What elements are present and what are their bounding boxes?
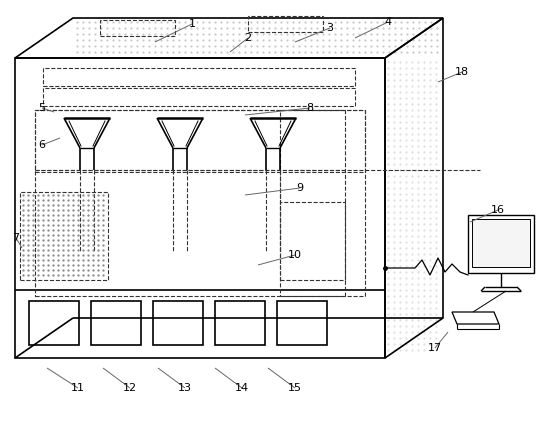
Bar <box>15 58 385 358</box>
Text: 10: 10 <box>288 250 302 260</box>
Text: 4: 4 <box>384 17 391 27</box>
Text: 7: 7 <box>12 233 19 243</box>
Text: 15: 15 <box>288 383 302 393</box>
Bar <box>468 215 534 273</box>
Text: 11: 11 <box>71 383 85 393</box>
Bar <box>280 110 345 296</box>
Bar <box>29 301 79 345</box>
Text: 12: 12 <box>123 383 137 393</box>
Bar <box>248 16 323 32</box>
Text: 18: 18 <box>455 67 469 77</box>
Text: 3: 3 <box>326 23 334 33</box>
Bar <box>100 20 175 36</box>
Bar <box>43 68 355 86</box>
Bar <box>280 202 345 280</box>
Text: 2: 2 <box>245 33 251 43</box>
Text: 14: 14 <box>235 383 249 393</box>
Text: 16: 16 <box>491 205 505 215</box>
Text: 9: 9 <box>296 183 304 193</box>
Bar <box>472 219 530 267</box>
Text: 8: 8 <box>306 103 314 113</box>
Text: 1: 1 <box>188 19 196 29</box>
Bar <box>277 301 327 345</box>
Text: 5: 5 <box>38 103 46 113</box>
Bar <box>35 110 365 296</box>
Bar <box>91 301 141 345</box>
Text: 13: 13 <box>178 383 192 393</box>
Bar <box>215 301 265 345</box>
Bar <box>20 192 108 280</box>
Bar <box>43 88 355 106</box>
Text: 6: 6 <box>38 140 46 150</box>
Bar <box>153 301 203 345</box>
Bar <box>35 110 365 172</box>
Text: 17: 17 <box>428 343 442 353</box>
